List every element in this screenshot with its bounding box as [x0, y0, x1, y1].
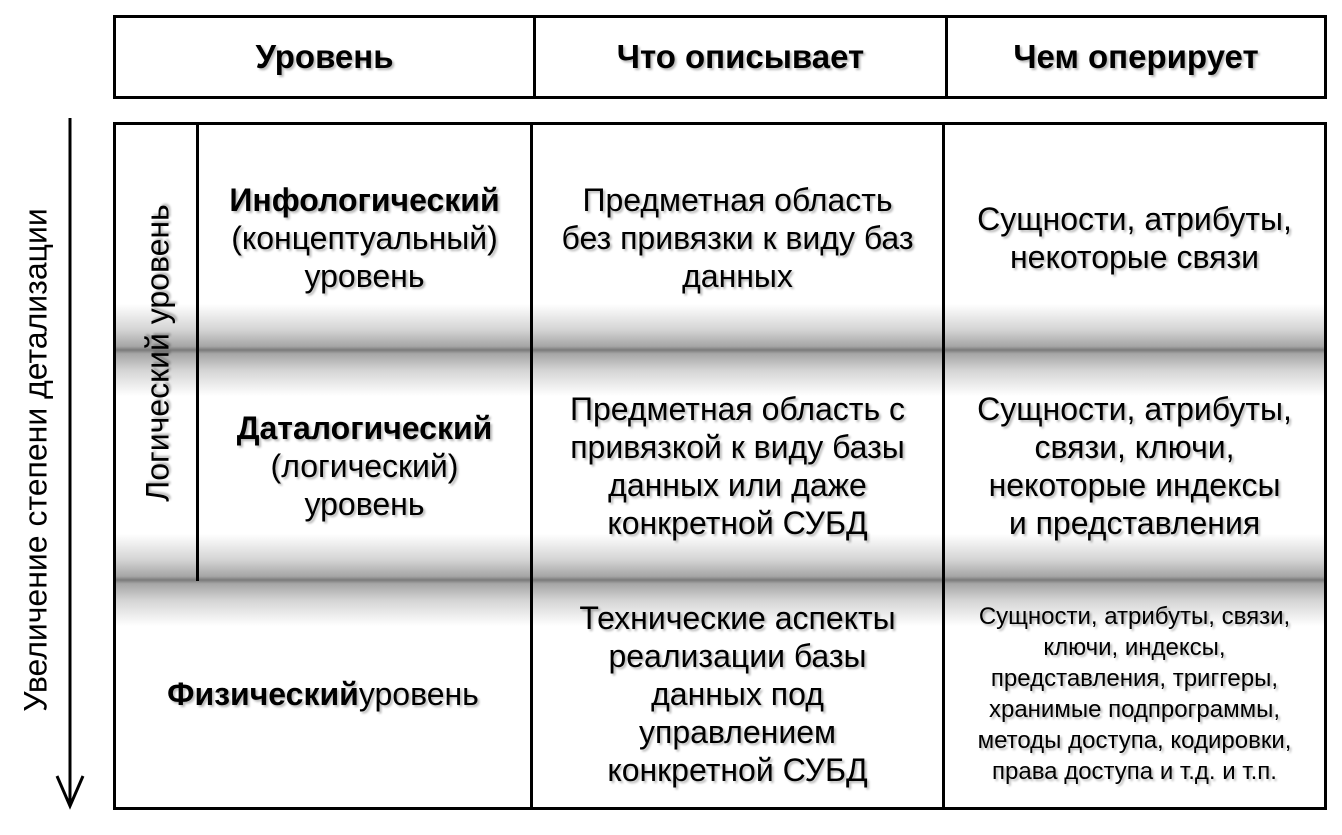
cell-level-datalogical: Даталогический (логический) уровень — [199, 351, 530, 581]
cell-operates-datalogical: Сущности, атрибуты, связи, ключи, некото… — [977, 391, 1292, 541]
level-name-infological: Инфологический — [229, 182, 500, 218]
cell-level-infological: Инфологический (концептуальный) уровень — [199, 125, 530, 351]
levels-table: Логический уровень Инфологический (конце… — [113, 122, 1327, 810]
level-name-datalogical: Даталогический — [236, 410, 493, 446]
group-label-logical-level: Логический уровень — [116, 125, 199, 581]
column-divider-2 — [942, 125, 945, 807]
header-table: Уровень Что описывает Чем оперирует — [113, 15, 1327, 99]
level-name-physical: Физический — [167, 676, 359, 712]
level-sub-datalogical: (логический) уровень — [270, 448, 459, 522]
cell-operates-infological: Сущности, атрибуты, некоторые связи — [977, 201, 1292, 275]
header-cell-operates: Чем оперирует — [945, 18, 1324, 96]
cell-describes-datalogical: Предметная область с привязкой к виду ба… — [569, 391, 905, 541]
cell-describes-infological: Предметная область без привязки к виду б… — [561, 182, 914, 294]
header-cell-describes: Что описывает — [533, 18, 945, 96]
level-sub-infological: (концептуальный) уровень — [231, 220, 498, 294]
header-cell-level: Уровень — [255, 38, 394, 75]
axis-label: Увеличение степени детализации — [17, 208, 54, 712]
gradient-band-1 — [116, 304, 1324, 396]
gradient-band-2 — [116, 534, 1324, 626]
cell-describes-physical: Технические аспекты реализации базы данн… — [579, 600, 896, 788]
group-column-divider — [196, 125, 199, 581]
cell-operates-physical: Сущности, атрибуты, связи, ключи, индекс… — [977, 603, 1292, 785]
level-suffix-physical: уровень — [358, 676, 479, 712]
column-divider-1 — [530, 125, 533, 807]
down-arrow-icon — [55, 118, 85, 810]
cell-level-physical: Физический уровень — [116, 581, 530, 807]
group-label-text: Логический уровень — [139, 204, 176, 502]
